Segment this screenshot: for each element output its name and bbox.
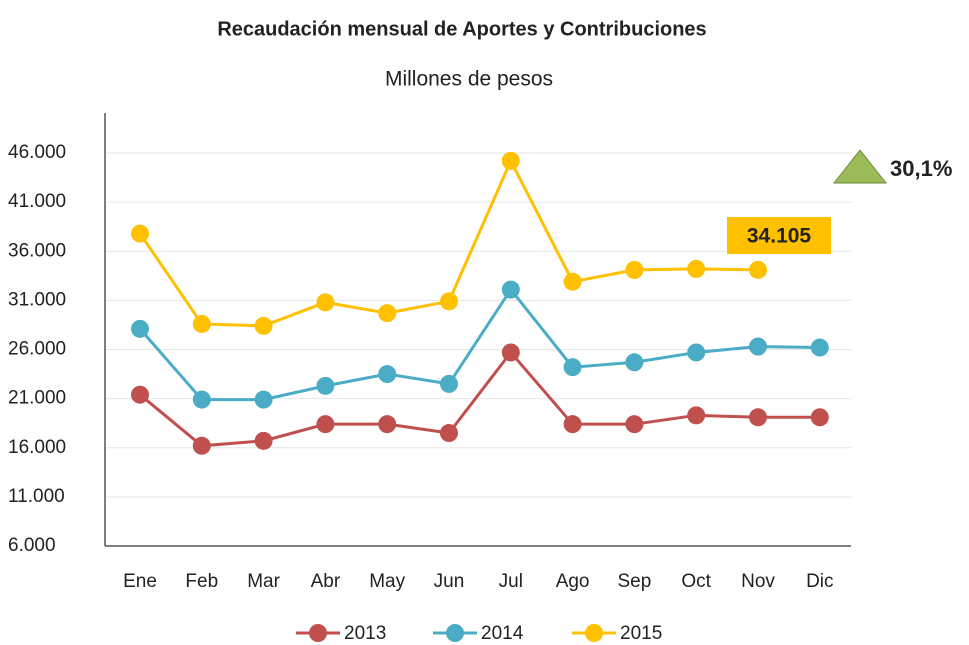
legend-label: 2015 xyxy=(620,623,662,644)
data-point xyxy=(749,408,767,427)
data-point xyxy=(440,374,458,393)
y-tick-label: 16.000 xyxy=(8,437,66,458)
annotation-arrow xyxy=(832,149,888,184)
data-point xyxy=(687,343,706,362)
series-line xyxy=(138,287,820,402)
data-point xyxy=(316,293,335,312)
x-tick-label: Ago xyxy=(556,571,590,592)
y-tick-label: 26.000 xyxy=(8,339,66,360)
x-tick-label: Oct xyxy=(681,571,711,592)
y-tick-label: 41.000 xyxy=(8,191,66,212)
chart-subtitle: Millones de pesos xyxy=(385,68,553,91)
chart-title: Recaudación mensual de Aportes y Contrib… xyxy=(217,18,706,40)
data-point xyxy=(192,314,211,333)
data-point xyxy=(625,260,644,279)
x-tick-label: Sep xyxy=(617,571,651,592)
data-point xyxy=(625,415,644,434)
data-point xyxy=(501,343,520,362)
data-point xyxy=(810,338,829,357)
legend-marker xyxy=(585,624,603,642)
data-point xyxy=(563,358,582,377)
data-point xyxy=(440,424,458,443)
annotation-label: 34.105 xyxy=(747,225,812,248)
data-point xyxy=(687,406,706,425)
x-tick-label: Nov xyxy=(741,571,775,592)
data-point xyxy=(254,390,273,409)
data-point xyxy=(749,337,767,356)
data-point xyxy=(316,376,335,395)
annotation-box xyxy=(727,217,831,254)
data-point xyxy=(254,316,273,335)
data-point xyxy=(501,151,520,170)
y-tick-label: 21.000 xyxy=(8,388,66,409)
data-point xyxy=(378,415,397,434)
series-line xyxy=(139,350,820,448)
data-point xyxy=(254,431,273,450)
legend-label: 2013 xyxy=(344,623,386,644)
y-tick-label: 46.000 xyxy=(8,142,66,163)
y-tick-label: 6.000 xyxy=(8,535,56,556)
data-point xyxy=(131,224,149,243)
data-point xyxy=(810,408,829,427)
data-point xyxy=(378,365,397,384)
legend-marker xyxy=(309,624,327,642)
legend-marker xyxy=(446,624,464,642)
x-tick-label: Mar xyxy=(247,571,280,592)
y-tick-label: 31.000 xyxy=(8,289,66,310)
data-point xyxy=(749,260,767,279)
x-tick-label: Dic xyxy=(806,571,833,592)
data-point xyxy=(687,259,706,278)
data-point xyxy=(440,292,458,311)
x-tick-label: Jul xyxy=(499,571,523,592)
y-tick-label: 36.000 xyxy=(8,240,66,261)
data-point xyxy=(192,390,211,409)
data-point xyxy=(378,304,397,323)
data-point xyxy=(131,319,149,338)
x-tick-label: May xyxy=(369,571,405,592)
data-point xyxy=(192,436,211,455)
legend-label: 2014 xyxy=(481,623,524,644)
x-tick-label: Jun xyxy=(434,571,465,592)
data-point xyxy=(501,280,520,299)
x-tick-label: Feb xyxy=(185,571,218,592)
data-point xyxy=(131,385,149,404)
data-point xyxy=(625,353,644,372)
data-point xyxy=(563,415,582,434)
x-tick-label: Abr xyxy=(311,571,341,592)
x-tick-label: Ene xyxy=(123,571,157,592)
data-point xyxy=(316,415,335,434)
annotation-label: 30,1% xyxy=(890,156,952,181)
data-point xyxy=(563,272,582,291)
y-tick-label: 11.000 xyxy=(8,486,65,507)
